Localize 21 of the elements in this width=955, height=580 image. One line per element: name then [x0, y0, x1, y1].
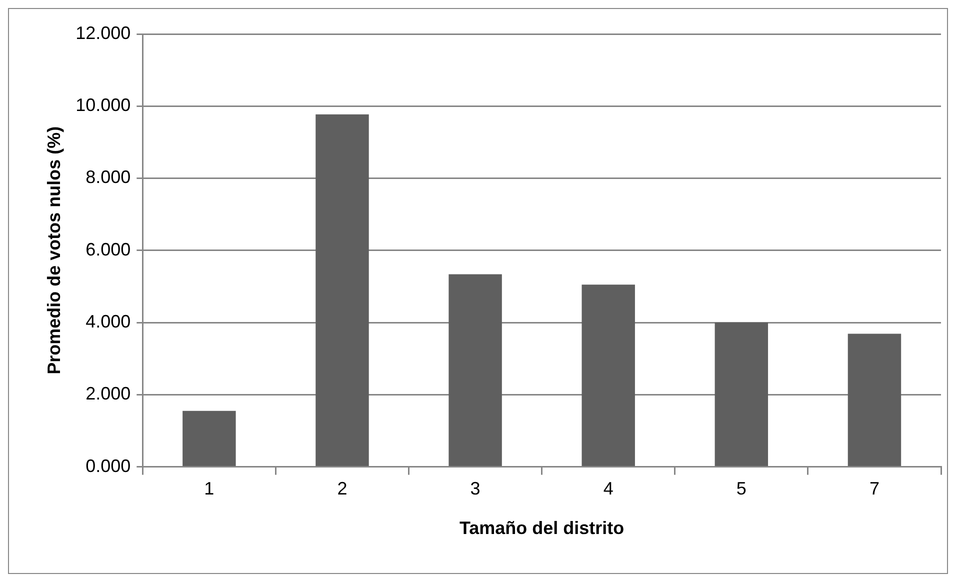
bar: [448, 274, 502, 466]
bar: [582, 284, 635, 466]
bar: [182, 410, 236, 466]
x-tick-label: 1: [204, 478, 214, 499]
y-tick-label: 8.000: [86, 167, 131, 188]
x-tick-label: 2: [337, 478, 348, 499]
x-tick-label: 4: [603, 478, 614, 499]
y-tick-label: 6.000: [86, 239, 131, 260]
bar: [848, 334, 902, 466]
x-tick-label: 3: [470, 478, 480, 499]
x-axis-title: Tamaño del distrito: [459, 518, 624, 538]
y-tick-label: 10.000: [76, 95, 131, 116]
y-tick-label: 4.000: [86, 312, 131, 332]
bar: [714, 322, 768, 466]
y-axis-title: Promedio de votos nulos (%): [44, 126, 64, 374]
y-tick-label: 2.000: [86, 384, 131, 404]
bar: [316, 114, 369, 466]
x-tick-label: 7: [869, 478, 880, 499]
y-tick-label: 12.000: [76, 22, 131, 43]
x-tick-label: 5: [736, 478, 746, 499]
y-tick-label: 0.000: [86, 456, 131, 476]
